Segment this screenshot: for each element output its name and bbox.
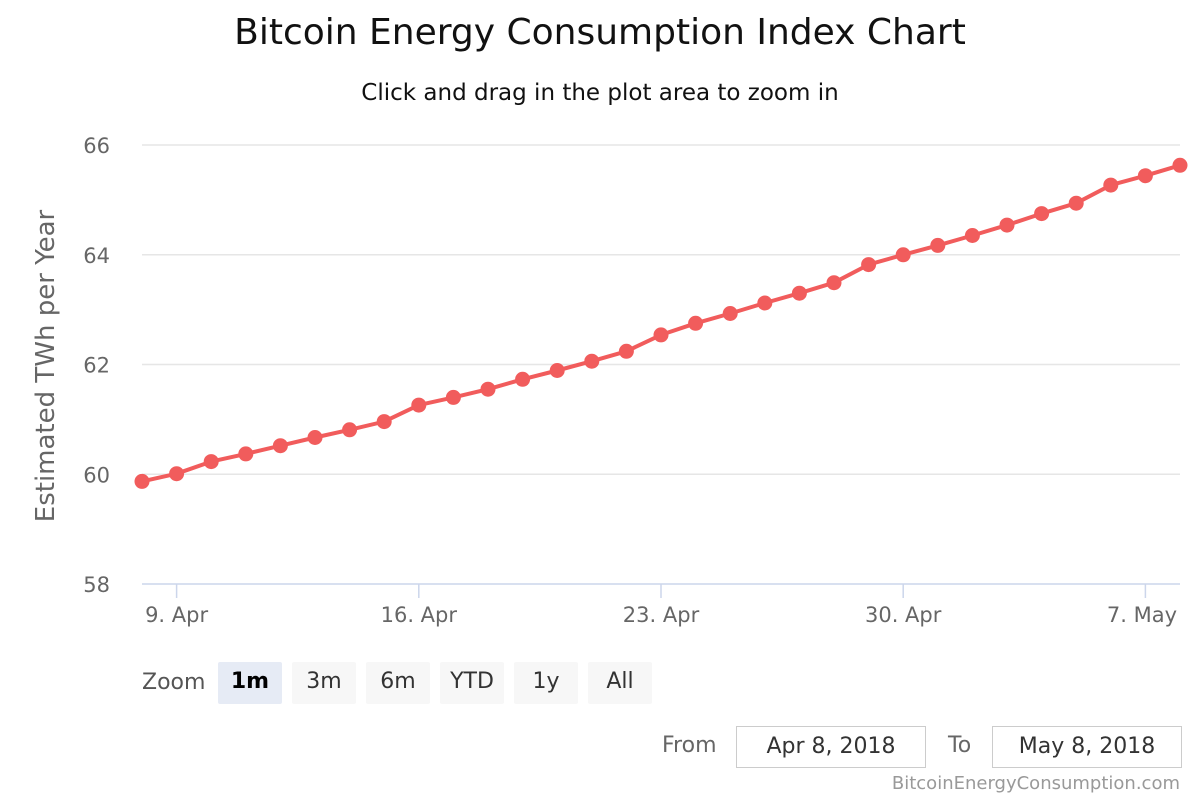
data-point[interactable] — [653, 327, 669, 343]
data-point[interactable] — [999, 217, 1015, 233]
from-date-input[interactable]: Apr 8, 2018 — [736, 726, 926, 768]
data-point[interactable] — [272, 438, 288, 454]
data-point[interactable] — [1137, 168, 1153, 184]
y-tick-label: 60 — [83, 463, 110, 487]
data-point[interactable] — [342, 422, 358, 438]
series-layer[interactable] — [134, 157, 1188, 489]
x-tick-label: 30. Apr — [865, 603, 942, 627]
data-point[interactable] — [445, 389, 461, 405]
zoom-label: Zoom — [142, 670, 206, 695]
x-tick-label: 16. Apr — [381, 603, 458, 627]
from-label: From — [662, 733, 717, 758]
data-point[interactable] — [584, 353, 600, 369]
zoom-3m-button[interactable]: 3m — [292, 662, 356, 704]
data-point[interactable] — [238, 446, 254, 462]
data-point[interactable] — [480, 381, 496, 397]
data-point[interactable] — [1068, 195, 1084, 211]
to-label: To — [948, 733, 972, 758]
data-point[interactable] — [826, 275, 842, 291]
data-point[interactable] — [134, 473, 150, 489]
grid-lines — [142, 144, 1180, 475]
data-point[interactable] — [169, 466, 185, 482]
chart-subtitle: Click and drag in the plot area to zoom … — [361, 80, 839, 106]
credit-link[interactable]: BitcoinEnergyConsumption.com — [891, 773, 1180, 794]
y-tick-label: 64 — [83, 244, 110, 268]
y-axis-title: Estimated TWh per Year — [31, 209, 61, 522]
chart-title: Bitcoin Energy Consumption Index Chart — [234, 12, 966, 53]
zoom-1y-button[interactable]: 1y — [514, 662, 578, 704]
x-tick-label: 9. Apr — [145, 603, 208, 627]
data-point[interactable] — [688, 315, 704, 331]
data-point[interactable] — [618, 343, 634, 359]
data-point[interactable] — [861, 257, 877, 273]
data-point[interactable] — [307, 430, 323, 445]
zoom-6m-button[interactable]: 6m — [366, 662, 430, 704]
x-tick-label: 7. May — [1107, 603, 1177, 627]
data-point[interactable] — [515, 371, 531, 387]
zoom-ytd-button[interactable]: YTD — [440, 662, 504, 704]
data-point[interactable] — [411, 397, 427, 413]
data-point[interactable] — [757, 295, 773, 311]
y-tick-label: 66 — [83, 134, 110, 158]
zoom-all-button[interactable]: All — [588, 662, 652, 704]
data-point[interactable] — [203, 454, 219, 470]
data-point[interactable] — [376, 414, 392, 430]
y-tick-label: 62 — [83, 354, 110, 378]
zoom-1m-button[interactable]: 1m — [218, 662, 282, 704]
data-point[interactable] — [930, 237, 946, 253]
y-tick-label: 58 — [83, 573, 110, 597]
to-date-input[interactable]: May 8, 2018 — [992, 726, 1182, 768]
data-point[interactable] — [549, 363, 565, 378]
data-point[interactable] — [1172, 157, 1188, 173]
data-point[interactable] — [1034, 206, 1050, 222]
data-point[interactable] — [895, 247, 911, 263]
series-line — [141, 163, 1181, 484]
data-point[interactable] — [1103, 177, 1119, 193]
data-point[interactable] — [791, 285, 807, 301]
data-point[interactable] — [964, 228, 980, 243]
x-tick-label: 23. Apr — [623, 603, 700, 627]
axes: 58 60 62 64 66 9. Apr 16. Apr 23. Apr 30. Apr 7. … — [83, 134, 1180, 627]
data-point[interactable] — [722, 306, 738, 321]
